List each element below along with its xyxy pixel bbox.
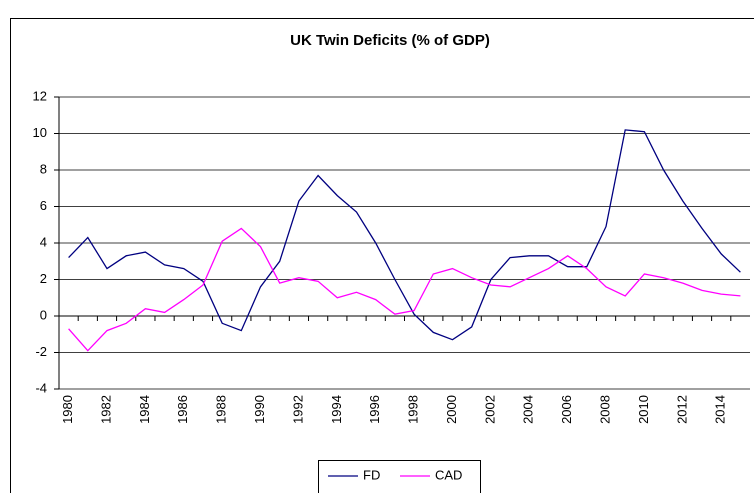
y-tick-label: 8 — [40, 161, 47, 176]
x-tick-label: 1992 — [290, 395, 305, 424]
x-tick-label: 1994 — [329, 395, 344, 424]
legend-label: FD — [363, 467, 380, 482]
y-tick-label: -4 — [35, 380, 47, 395]
x-tick-label: 2010 — [636, 395, 651, 424]
x-tick-label: 1990 — [252, 395, 267, 424]
x-tick-label: 1996 — [367, 395, 382, 424]
series-line — [68, 129, 741, 341]
x-tick-label: 2004 — [521, 395, 536, 424]
x-tick-label: 2014 — [713, 395, 728, 424]
x-tick-label: 1998 — [406, 395, 421, 424]
x-tick-label: 1988 — [214, 395, 229, 424]
y-tick-label: 6 — [40, 198, 47, 213]
x-tick-label: 2008 — [597, 395, 612, 424]
x-tick-label: 2000 — [444, 395, 459, 424]
x-tick-label: 1982 — [98, 395, 113, 424]
chart-title: UK Twin Deficits (% of GDP) — [290, 32, 490, 49]
x-tick-label: 1984 — [137, 395, 152, 424]
series-line — [68, 227, 741, 352]
y-tick-label: -2 — [35, 344, 47, 359]
y-tick-label: 2 — [40, 271, 47, 286]
x-tick-label: 1980 — [60, 395, 75, 424]
x-tick-label: 2002 — [482, 395, 497, 424]
legend-box — [318, 460, 481, 493]
y-tick-label: 4 — [40, 234, 47, 249]
y-tick-label: 10 — [33, 125, 47, 140]
x-tick-label: 2006 — [559, 395, 574, 424]
y-tick-label: 12 — [33, 88, 47, 103]
legend-label: CAD — [435, 467, 462, 482]
y-tick-label: 0 — [40, 307, 47, 322]
x-tick-label: 2012 — [674, 395, 689, 424]
x-tick-label: 1986 — [175, 395, 190, 424]
